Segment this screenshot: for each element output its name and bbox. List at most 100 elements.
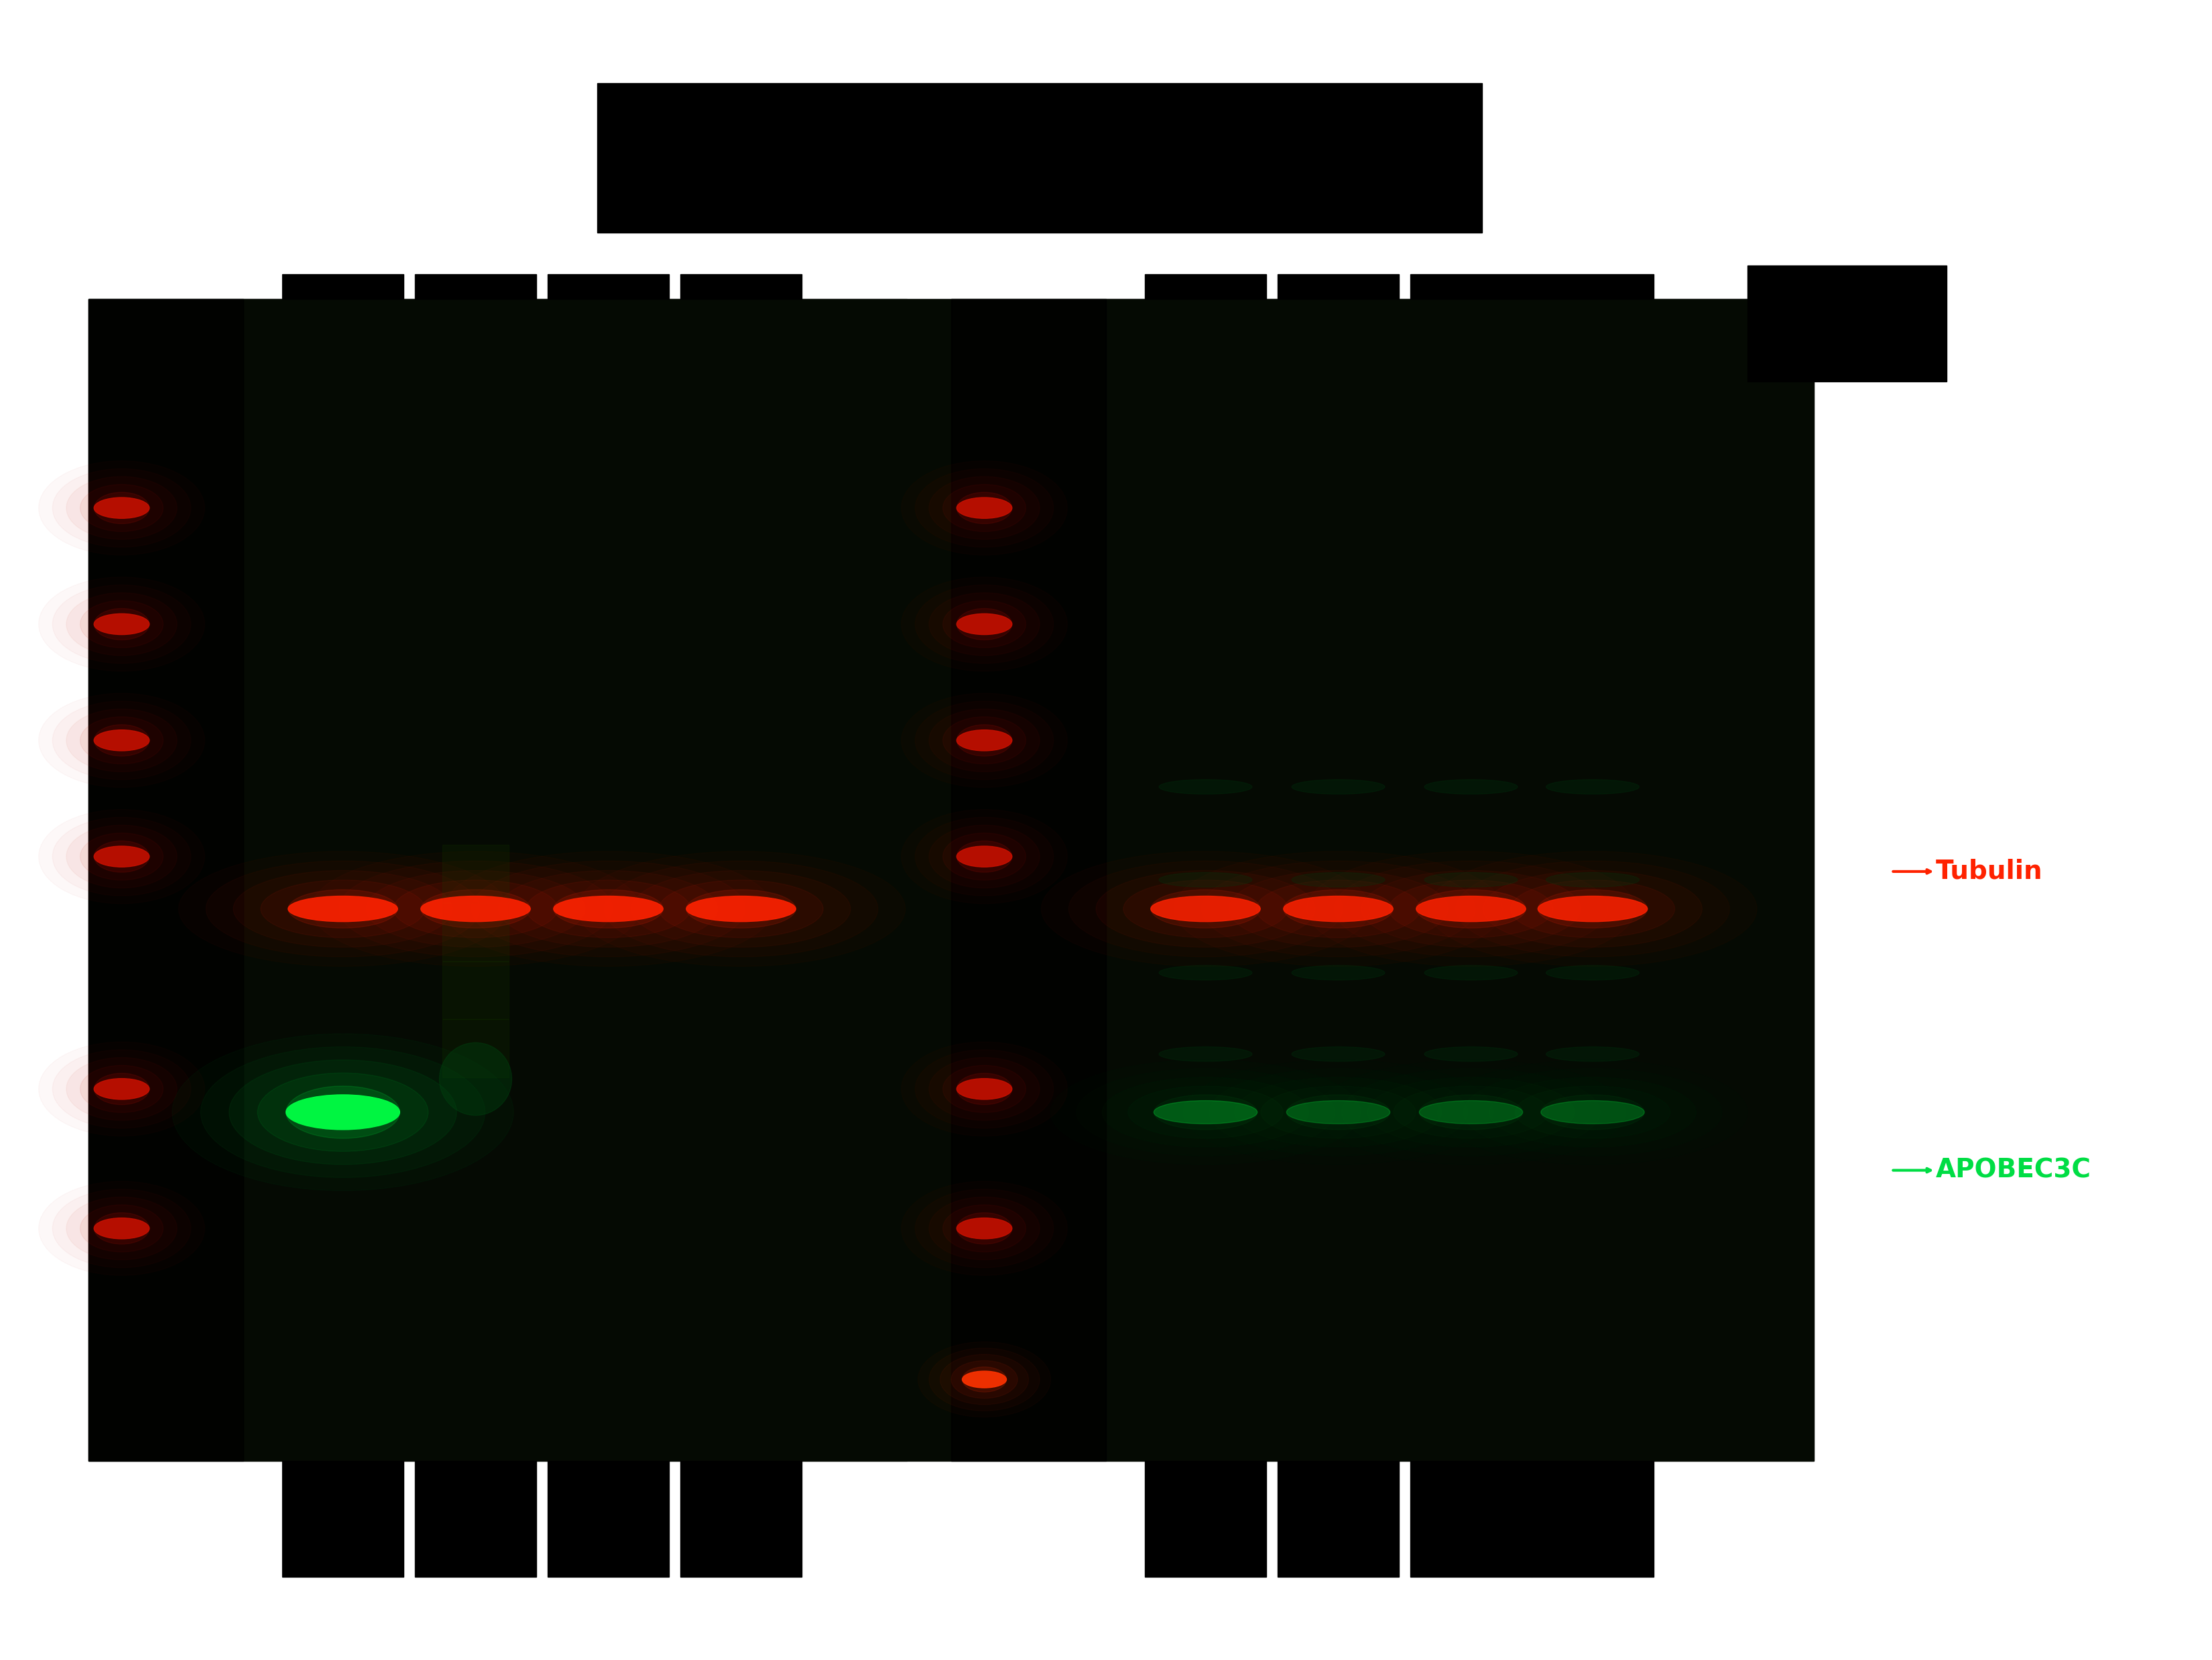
Bar — [1146, 274, 1267, 299]
Bar — [549, 1461, 670, 1577]
Bar — [1747, 266, 1947, 382]
Ellipse shape — [956, 1218, 1013, 1238]
Bar — [442, 1019, 509, 1077]
Ellipse shape — [93, 1213, 150, 1243]
Bar — [597, 83, 1482, 232]
Ellipse shape — [1537, 896, 1648, 921]
Ellipse shape — [93, 493, 150, 523]
Ellipse shape — [93, 1218, 150, 1238]
Ellipse shape — [942, 601, 1026, 647]
Ellipse shape — [1292, 966, 1385, 979]
Ellipse shape — [288, 896, 398, 921]
Ellipse shape — [420, 890, 531, 928]
Ellipse shape — [1546, 966, 1639, 979]
Ellipse shape — [80, 717, 164, 764]
Bar — [283, 274, 403, 299]
Bar — [1279, 1461, 1398, 1577]
Ellipse shape — [80, 833, 164, 880]
Bar — [88, 299, 907, 1461]
Ellipse shape — [942, 1205, 1026, 1252]
Bar — [1279, 274, 1398, 299]
Ellipse shape — [440, 1042, 511, 1116]
Ellipse shape — [1537, 890, 1648, 928]
Ellipse shape — [93, 847, 150, 867]
Ellipse shape — [956, 1213, 1013, 1243]
Ellipse shape — [553, 890, 664, 928]
Ellipse shape — [1416, 896, 1526, 921]
Ellipse shape — [1425, 966, 1517, 979]
Ellipse shape — [1159, 780, 1252, 793]
Ellipse shape — [526, 880, 690, 938]
Ellipse shape — [80, 601, 164, 647]
Ellipse shape — [285, 1086, 400, 1139]
Ellipse shape — [553, 896, 664, 921]
Ellipse shape — [80, 485, 164, 531]
Ellipse shape — [93, 614, 150, 634]
Ellipse shape — [1292, 1047, 1385, 1061]
Ellipse shape — [1150, 890, 1261, 928]
Ellipse shape — [956, 725, 1013, 755]
Bar — [442, 845, 509, 903]
Bar — [416, 274, 535, 299]
Ellipse shape — [1283, 896, 1394, 921]
Bar — [951, 299, 1106, 1461]
Ellipse shape — [93, 498, 150, 518]
Ellipse shape — [1124, 880, 1287, 938]
Ellipse shape — [956, 847, 1013, 867]
Ellipse shape — [962, 1371, 1006, 1388]
Ellipse shape — [951, 1361, 1018, 1398]
Ellipse shape — [956, 614, 1013, 634]
Bar — [442, 903, 509, 961]
Bar — [549, 274, 670, 299]
Bar — [88, 299, 1814, 1461]
Text: Tubulin: Tubulin — [1936, 858, 2042, 885]
Bar — [416, 1461, 535, 1577]
Ellipse shape — [1292, 780, 1385, 793]
Ellipse shape — [1159, 1047, 1252, 1061]
Ellipse shape — [1287, 1101, 1389, 1124]
Ellipse shape — [93, 842, 150, 872]
Bar — [681, 1461, 801, 1577]
Bar — [1531, 274, 1655, 299]
Ellipse shape — [420, 896, 531, 921]
Bar — [1411, 1461, 1531, 1577]
Ellipse shape — [1542, 1101, 1644, 1124]
Bar — [1531, 1461, 1655, 1577]
Ellipse shape — [1283, 890, 1394, 928]
Ellipse shape — [956, 493, 1013, 523]
Ellipse shape — [261, 880, 425, 938]
Ellipse shape — [1389, 880, 1553, 938]
Ellipse shape — [80, 1066, 164, 1112]
Ellipse shape — [394, 880, 557, 938]
Ellipse shape — [1155, 1096, 1256, 1130]
Ellipse shape — [1420, 1101, 1522, 1124]
Ellipse shape — [962, 1366, 1006, 1393]
Ellipse shape — [93, 1074, 150, 1104]
Ellipse shape — [1150, 896, 1261, 921]
Ellipse shape — [956, 1079, 1013, 1099]
Ellipse shape — [942, 1066, 1026, 1112]
Ellipse shape — [686, 896, 796, 921]
Bar — [681, 274, 801, 299]
Ellipse shape — [1425, 1047, 1517, 1061]
Ellipse shape — [1425, 873, 1517, 886]
Ellipse shape — [1546, 1047, 1639, 1061]
Bar — [951, 299, 1814, 1461]
Ellipse shape — [1256, 880, 1420, 938]
Ellipse shape — [1155, 1101, 1256, 1124]
Ellipse shape — [956, 609, 1013, 639]
Ellipse shape — [956, 842, 1013, 872]
Ellipse shape — [285, 1096, 400, 1130]
Ellipse shape — [1425, 780, 1517, 793]
Bar — [1146, 1461, 1267, 1577]
Ellipse shape — [257, 1072, 429, 1152]
Ellipse shape — [93, 609, 150, 639]
Ellipse shape — [93, 725, 150, 755]
Ellipse shape — [956, 1074, 1013, 1104]
Ellipse shape — [942, 717, 1026, 764]
Ellipse shape — [956, 730, 1013, 750]
Ellipse shape — [1546, 873, 1639, 886]
Ellipse shape — [93, 730, 150, 750]
Ellipse shape — [942, 833, 1026, 880]
Bar — [442, 961, 509, 1019]
